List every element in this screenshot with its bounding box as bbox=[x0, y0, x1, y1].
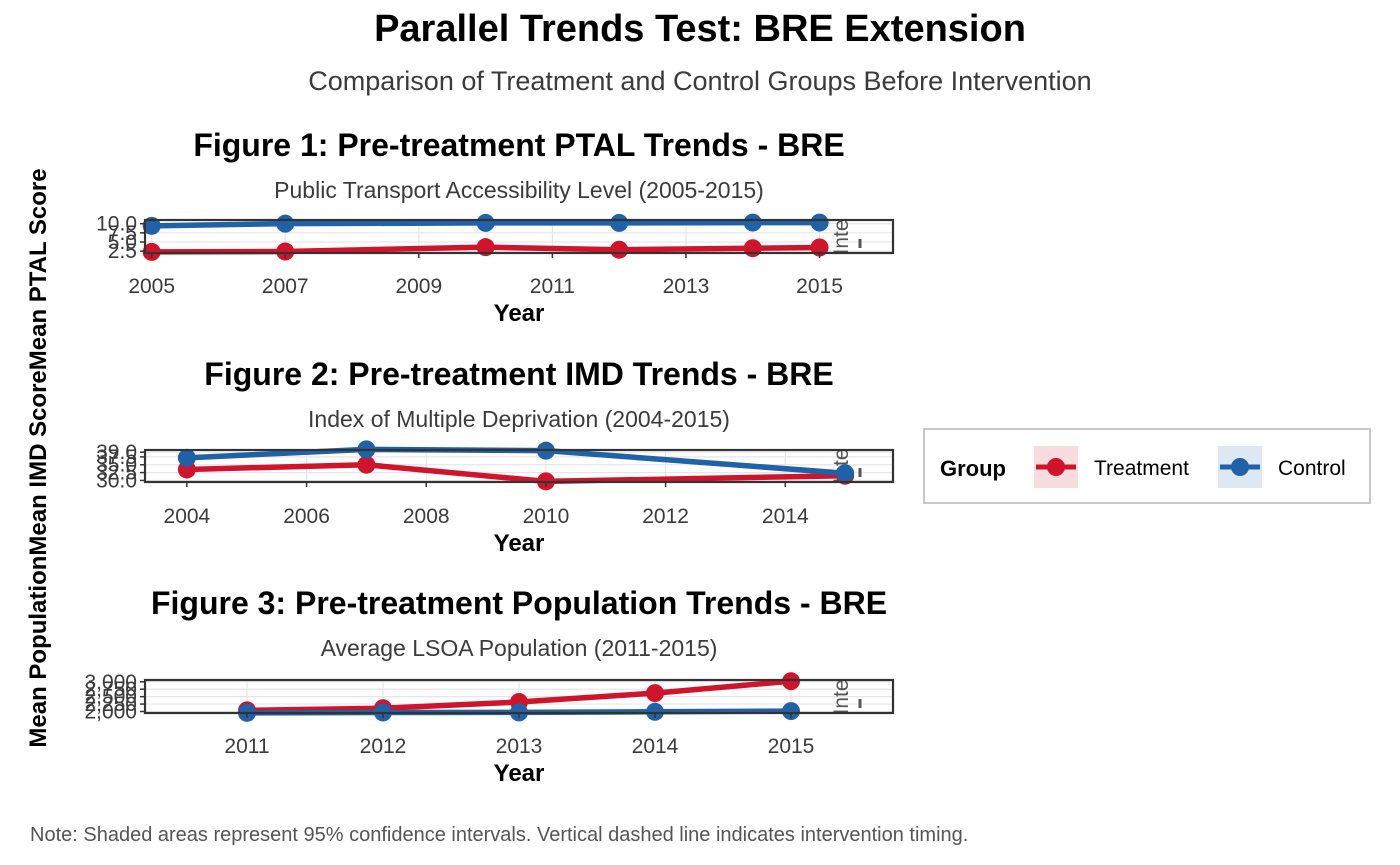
x-tick-label: 2007 bbox=[262, 275, 309, 298]
data-point-control bbox=[276, 214, 295, 233]
legend-label-treatment: Treatment bbox=[1094, 457, 1189, 480]
legend-box bbox=[923, 428, 1371, 504]
legend-title: Group bbox=[940, 456, 1006, 481]
y-tick-label: 7.5 bbox=[108, 222, 137, 245]
panel-subtitle: Public Transport Accessibility Level (20… bbox=[274, 177, 764, 203]
panel-border bbox=[143, 448, 895, 484]
y-tick-label: 2,500 bbox=[84, 686, 137, 709]
x-tick-label: 2014 bbox=[762, 505, 809, 528]
data-point-treatment bbox=[646, 684, 664, 703]
data-point-control bbox=[142, 216, 161, 235]
data-point-control bbox=[177, 448, 196, 467]
x-tick-label: 2010 bbox=[523, 505, 570, 528]
y-tick-label: 5.0 bbox=[108, 231, 137, 254]
data-point-control bbox=[476, 213, 495, 232]
data-point-control bbox=[646, 702, 664, 721]
y-tick-label: 32.5 bbox=[96, 462, 137, 485]
y-tick-label: 39.0 bbox=[96, 441, 137, 464]
x-tick-label: 2004 bbox=[164, 505, 211, 528]
x-tick-label: 2008 bbox=[403, 505, 450, 528]
x-tick-label: 2015 bbox=[796, 275, 843, 298]
y-tick-label: 37.5 bbox=[96, 446, 137, 469]
y-tick-label: 2.5 bbox=[108, 240, 137, 263]
x-tick-label: 2013 bbox=[496, 735, 543, 758]
data-point-treatment bbox=[782, 672, 800, 691]
data-point-treatment bbox=[276, 242, 295, 261]
y-tick-label: 2,000 bbox=[84, 701, 137, 724]
data-point-treatment bbox=[610, 240, 629, 259]
panel-1: Figure 1: Pre-treatment PTAL Trends - BR… bbox=[96, 127, 895, 327]
data-point-control bbox=[610, 213, 629, 232]
y-tick-label: 2,250 bbox=[84, 693, 137, 716]
panel-title: Figure 3: Pre-treatment Population Trend… bbox=[151, 585, 887, 621]
series-line-treatment bbox=[148, 244, 823, 255]
legend-label-control: Control bbox=[1278, 457, 1346, 480]
panel-3: Figure 3: Pre-treatment Population Trend… bbox=[84, 585, 895, 787]
legend-key-point bbox=[1047, 458, 1065, 476]
data-point-control bbox=[782, 702, 800, 721]
x-tick-label: 2009 bbox=[395, 275, 442, 298]
data-point-control bbox=[743, 213, 762, 232]
series-line-control bbox=[148, 219, 823, 229]
series-line-treatment bbox=[184, 461, 848, 485]
y-tick-label: 3,000 bbox=[84, 671, 137, 694]
x-tick-label: 2011 bbox=[530, 275, 575, 298]
panel-border bbox=[143, 218, 895, 255]
series-line-control bbox=[184, 446, 848, 476]
intervention-label: Inte bbox=[830, 679, 853, 714]
data-point-treatment bbox=[142, 242, 161, 261]
x-tick-label: 2011 bbox=[224, 735, 269, 758]
main-title: Parallel Trends Test: BRE Extension bbox=[374, 8, 1026, 50]
x-tick-label: 2012 bbox=[642, 505, 689, 528]
x-tick-label: 2005 bbox=[128, 275, 175, 298]
data-point-treatment bbox=[357, 455, 376, 474]
data-point-treatment bbox=[743, 239, 762, 258]
main-subtitle: Comparison of Treatment and Control Grou… bbox=[308, 66, 1092, 96]
x-tick-label: 2006 bbox=[283, 505, 330, 528]
panel-2: Figure 2: Pre-treatment IMD Trends - BRE… bbox=[96, 356, 895, 557]
y-tick-label: 35.0 bbox=[96, 454, 137, 477]
data-point-treatment bbox=[476, 238, 495, 257]
x-tick-label: 2012 bbox=[360, 735, 407, 758]
x-axis-title: Year bbox=[494, 760, 545, 787]
panel-title: Figure 1: Pre-treatment PTAL Trends - BR… bbox=[193, 127, 844, 163]
panel-title: Figure 2: Pre-treatment IMD Trends - BRE bbox=[204, 356, 833, 392]
x-tick-label: 2013 bbox=[663, 275, 710, 298]
panel-subtitle: Index of Multiple Deprivation (2004-2015… bbox=[308, 406, 730, 432]
x-tick-label: 2014 bbox=[632, 735, 679, 758]
x-tick-label: 2015 bbox=[768, 735, 815, 758]
caption: Note: Shaded areas represent 95% confide… bbox=[30, 824, 969, 846]
legend: Group Treatment Control bbox=[923, 428, 1371, 504]
x-axis-title: Year bbox=[494, 530, 545, 557]
y-tick-label: 30.0 bbox=[96, 469, 137, 492]
intervention-label: Inte bbox=[830, 219, 853, 254]
data-point-control bbox=[810, 213, 829, 232]
y-tick-label: 2,750 bbox=[84, 678, 137, 701]
legend-key-point bbox=[1231, 458, 1249, 476]
data-point-control bbox=[836, 464, 855, 483]
y-tick-label: 10.0 bbox=[96, 213, 137, 236]
x-axis-title: Year bbox=[494, 300, 545, 327]
panel-subtitle: Average LSOA Population (2011-2015) bbox=[321, 635, 718, 661]
